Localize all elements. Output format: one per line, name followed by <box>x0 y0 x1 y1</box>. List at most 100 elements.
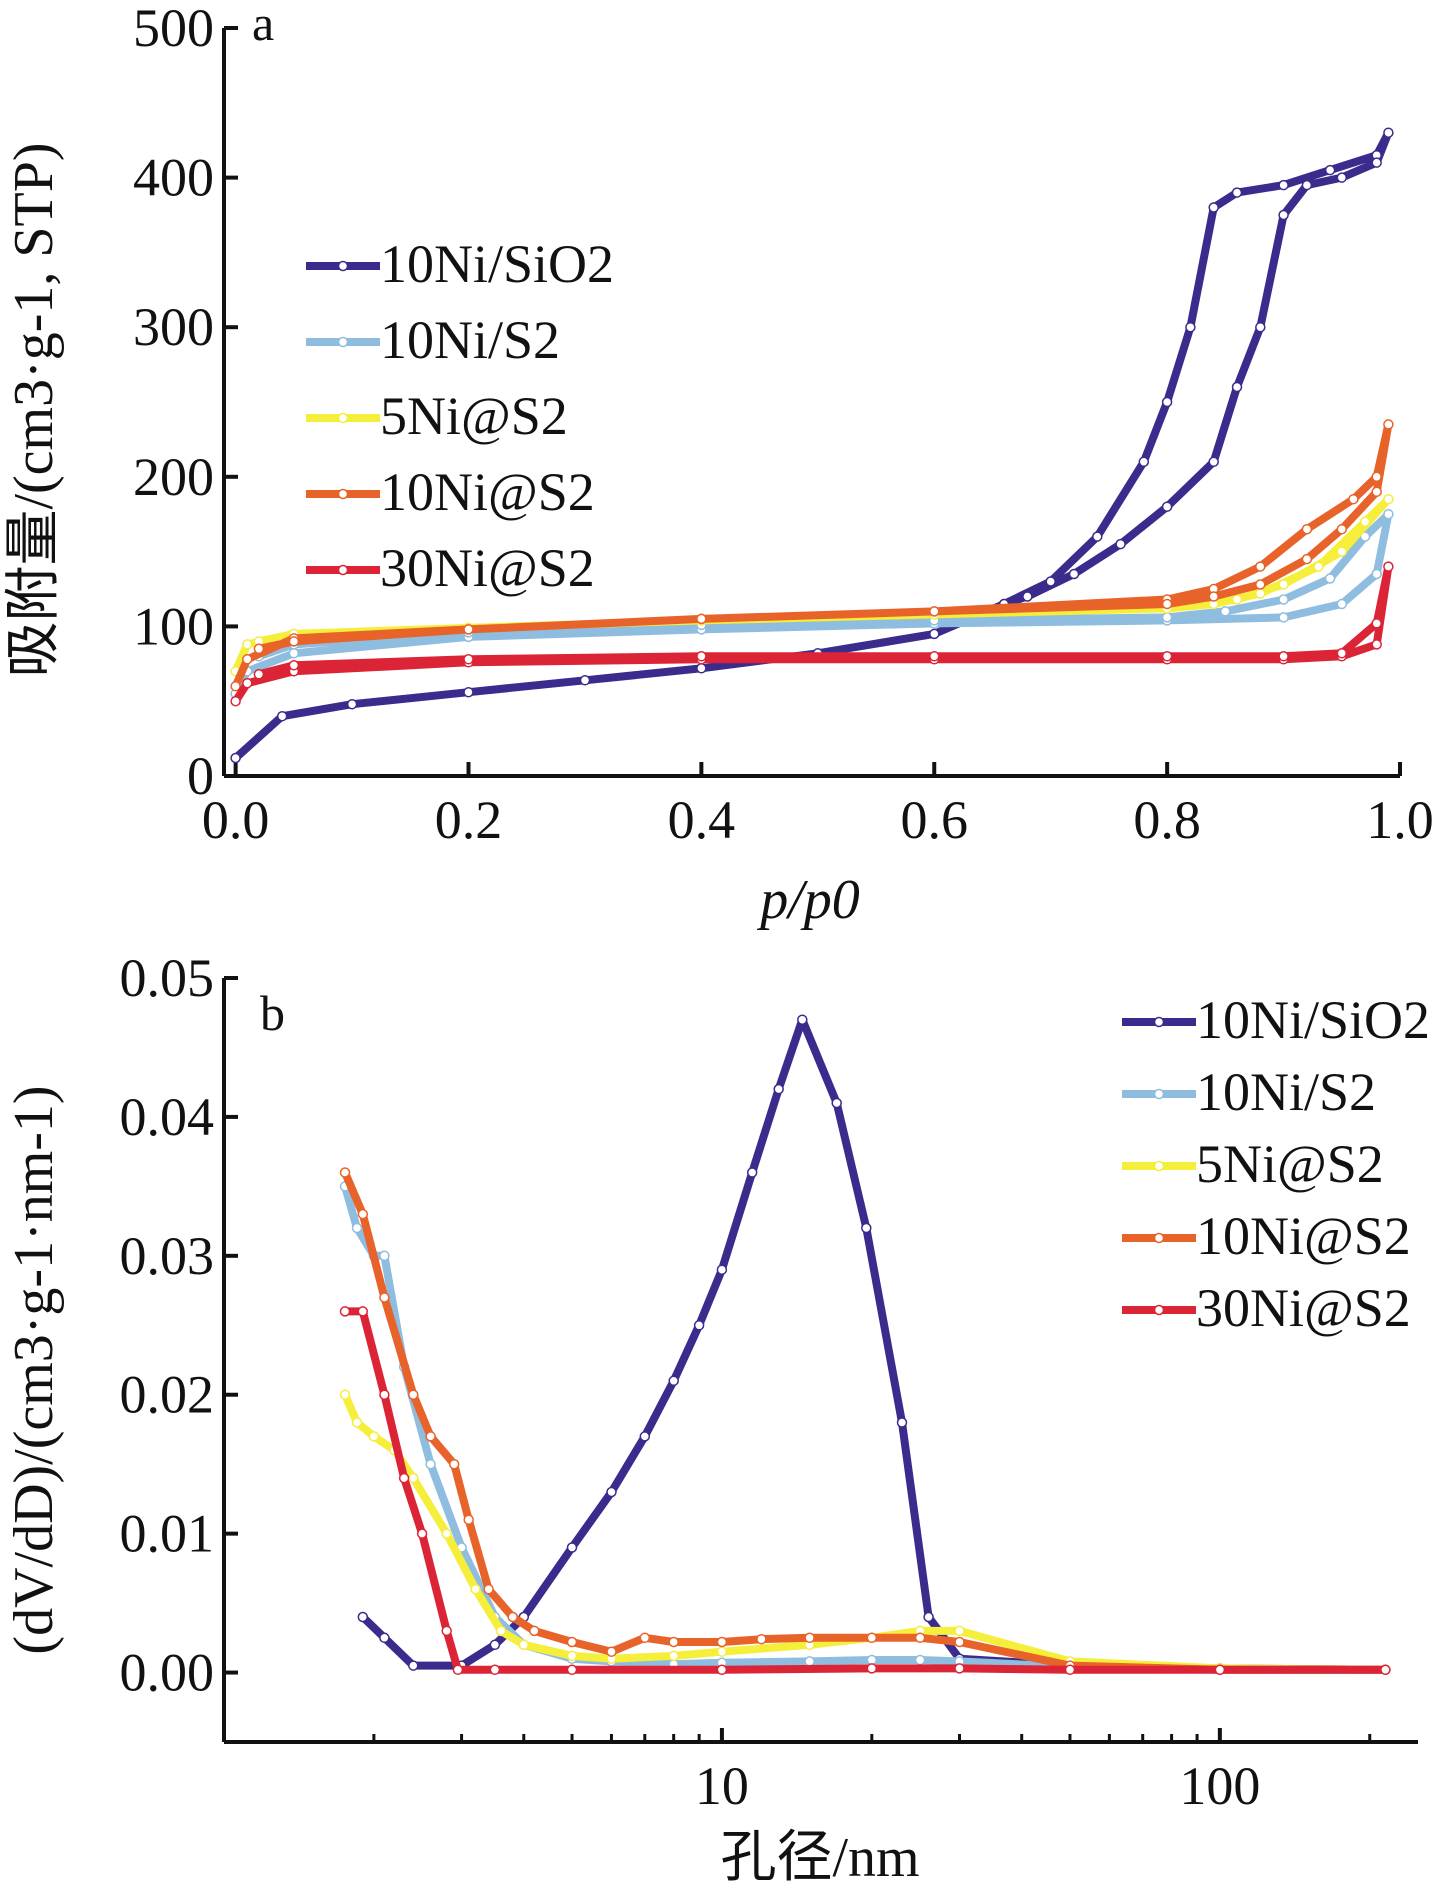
panel-b-point-10ni-s2 <box>866 1632 878 1644</box>
panel-a: 0.0 0.2 0.4 0.6 0.8 1.0 0 100 200 300 400 500 a p/… <box>3 0 1434 931</box>
panel-a-point-5ni-s2 <box>1231 594 1243 605</box>
panel-a-point-10ni-sio2 <box>1231 381 1243 393</box>
panel-b-point-10ni-sio2 <box>797 1014 808 1025</box>
panel-a-point-30ni-s2 <box>242 677 253 689</box>
panel-b-point-5ni-s2 <box>339 1389 351 1400</box>
panel-b-point-10ni-sio2 <box>489 1639 501 1651</box>
panel-a-axes <box>222 28 1400 778</box>
panel-a-point-10ni-sio2 <box>1301 179 1313 191</box>
panel-a-point-10ni-sio2 <box>1278 209 1289 221</box>
panel-b-point-10ni-sio2 <box>606 1486 617 1498</box>
panel-a-point-30ni-s2 <box>1278 651 1289 662</box>
panel-b-point-30ni-s2 <box>716 1664 728 1676</box>
panel-a-point-10ni-s2 <box>1278 594 1289 605</box>
panel-b-point-10ni-s2 <box>351 1222 363 1234</box>
panel-b-point-5ni-s2 <box>716 1646 728 1657</box>
panel-b-point-10ni-s2 <box>379 1250 390 1262</box>
panel-b-line-30ni-s2 <box>341 1307 1390 1674</box>
panel-a-legend: 10Ni/SiO2 10Ni/S2 5Ni@S2 10Ni@S2 30Ni@S2 <box>306 234 614 598</box>
panel-a-series-10ni-s2 <box>230 419 1394 692</box>
panel-b-point-30ni-s2 <box>398 1472 410 1484</box>
panel-a-point-10ni-sio2 <box>1208 202 1219 213</box>
panel-a-point-10ni-s2 <box>1324 573 1336 584</box>
panel-b-point-10ni-s2 <box>425 1431 436 1442</box>
panel-a-point-10ni-s2 <box>1301 553 1313 565</box>
panel-a-point-10ni-sio2 <box>929 628 940 640</box>
panel-b-y-tick-label: 0.05 <box>120 948 215 1008</box>
panel-a-point-30ni-s2 <box>1336 648 1348 659</box>
panel-a-point-5ni-s2 <box>1336 546 1348 557</box>
panel-b-point-30ni-s2 <box>441 1625 452 1637</box>
panel-a-point-10ni-sio2 <box>1383 127 1394 138</box>
panel-b-y-tick-label: 0.02 <box>120 1365 215 1425</box>
panel-a-point-5ni-s2 <box>1278 579 1289 590</box>
panel-b-point-5ni-s2 <box>408 1472 419 1484</box>
panel-b-legend-label: 10Ni/SiO2 <box>1196 990 1430 1050</box>
panel-a-point-10ni-s2 <box>1336 598 1348 610</box>
panel-a-point-10ni-s2 <box>1220 606 1231 617</box>
panel-a-point-10ni-s2 <box>1301 523 1313 535</box>
panel-b-point-10ni-sio2 <box>639 1431 651 1442</box>
panel-a-point-30ni-s2 <box>230 695 241 707</box>
panel-b-legend-item-10ni-s2: 10Ni@S2 <box>1122 1206 1411 1266</box>
panel-b-y-axis-title: (dV/dD)/(cm3·g-1·nm-1) <box>3 1085 65 1654</box>
panel-a-point-10ni-sio2 <box>1324 164 1336 176</box>
panel-b-letter: b <box>260 985 285 1041</box>
panel-b-y-tick-label: 0.04 <box>120 1087 215 1147</box>
panel-a-point-10ni-s2 <box>1161 612 1173 623</box>
panel-a-series-10ni-sio2 <box>230 127 1394 764</box>
panel-b-point-30ni-s2 <box>452 1664 464 1676</box>
panel-b-legend-marker <box>1153 1016 1165 1028</box>
panel-a-point-10ni-s2 <box>1371 486 1382 498</box>
panel-a-point-10ni-s2 <box>288 636 300 647</box>
panel-a-x-tick-label: 0.6 <box>901 790 969 850</box>
panel-a-y-tick-label: 400 <box>133 148 214 208</box>
panel-b-y-ticks: 0.00 0.01 0.02 0.03 0.04 0.05 <box>120 948 238 1703</box>
panel-a-point-30ni-s2 <box>288 660 300 671</box>
panel-b-point-5ni-s2 <box>954 1625 965 1637</box>
panel-a-series <box>230 127 1394 764</box>
panel-a-point-5ni-s2 <box>1313 561 1324 572</box>
panel-b-y-tick-label: 0.03 <box>120 1226 215 1286</box>
panel-a-point-10ni-s2 <box>1336 523 1348 535</box>
panel-b-legend-label: 10Ni/S2 <box>1196 1062 1376 1122</box>
panel-a-point-10ni-sio2 <box>1161 501 1173 512</box>
panel-a-x-tick-label: 0.0 <box>202 790 270 850</box>
panel-a-y-tick-label: 200 <box>133 447 214 507</box>
panel-a-point-10ni-s2 <box>1383 419 1394 430</box>
panel-a-point-10ni-sio2 <box>1278 179 1289 191</box>
panel-a-legend-item-30ni-s2: 30Ni@S2 <box>306 538 595 598</box>
panel-b-legend-marker <box>1153 1304 1165 1316</box>
panel-a-point-10ni-s2 <box>242 654 253 665</box>
panel-a-point-30ni-s2 <box>1383 561 1394 572</box>
panel-b-point-10ni-s2 <box>425 1458 436 1470</box>
panel-a-y-axis-title: 吸附量/(cm3·g-1, STP) <box>3 142 65 677</box>
panel-b-point-30ni-s2 <box>1064 1664 1076 1676</box>
panel-b-point-10ni-sio2 <box>668 1375 679 1387</box>
panel-b-point-30ni-s2 <box>566 1664 578 1676</box>
panel-b-x-axis-title: 孔径/nm <box>720 1827 919 1889</box>
panel-a-legend-marker <box>337 488 349 500</box>
panel-b-point-5ni-s2 <box>368 1431 380 1442</box>
panel-a-point-10ni-s2 <box>463 624 474 635</box>
panel-b-point-10ni-s2 <box>339 1167 351 1178</box>
panel-b-point-30ni-s2 <box>339 1306 351 1317</box>
panel-b-point-10ni-s2 <box>448 1458 460 1470</box>
panel-b-point-10ni-sio2 <box>408 1660 419 1671</box>
panel-a-point-10ni-s2 <box>696 613 707 625</box>
panel-a-y-tick-label: 0 <box>187 746 214 806</box>
panel-b: 10 100 0.00 0.01 0.02 0.03 0.04 0.05 b 孔径/nm (… <box>3 948 1430 1889</box>
panel-b-point-5ni-s2 <box>441 1528 452 1539</box>
panel-b-point-10ni-s2 <box>408 1389 419 1400</box>
panel-b-point-30ni-s2 <box>416 1528 428 1539</box>
panel-a-point-10ni-sio2 <box>1208 456 1219 468</box>
panel-b-point-10ni-s2 <box>483 1583 494 1595</box>
panel-a-legend-marker <box>337 260 349 272</box>
panel-a-series-10ni-s2 <box>230 508 1394 699</box>
panel-a-y-tick-label: 500 <box>133 0 214 58</box>
panel-b-point-10ni-sio2 <box>831 1097 842 1109</box>
panel-b-point-10ni-s2 <box>379 1292 390 1303</box>
panel-a-point-30ni-s2 <box>929 651 940 662</box>
panel-a-point-10ni-sio2 <box>1115 538 1126 550</box>
panel-b-point-10ni-sio2 <box>773 1083 784 1095</box>
